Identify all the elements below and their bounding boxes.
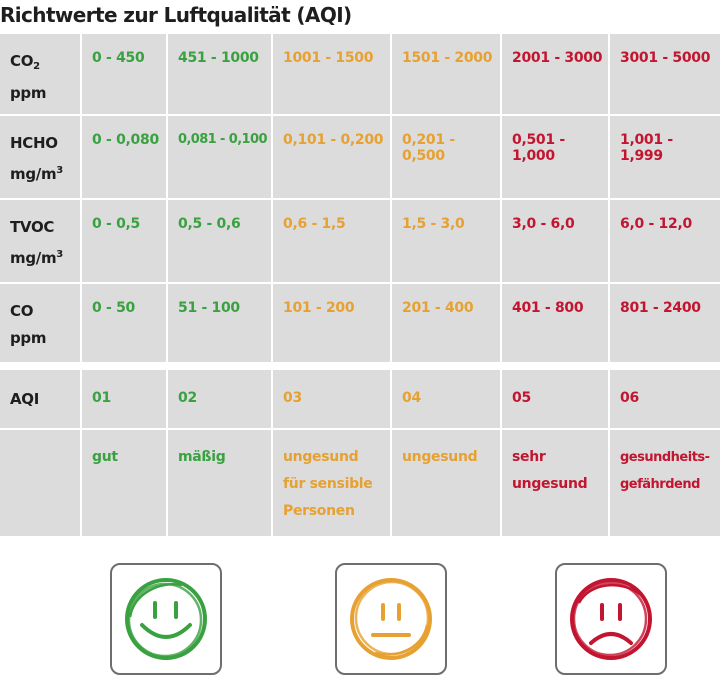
table-cell: 1001 - 1500 <box>273 34 392 114</box>
row-label-tvoc: TVOC mg/m3 <box>0 200 82 282</box>
sad-face-icon <box>570 578 652 660</box>
label-co2-main: CO <box>10 52 34 70</box>
table-cell: 05 <box>502 370 610 428</box>
table-cell: ungesund <box>392 430 502 536</box>
table-row-co2: CO2 ppm 0 - 450 451 - 1000 1001 - 1500 1… <box>0 34 720 114</box>
happy-face-icon <box>125 578 207 660</box>
row-label-hcho: HCHO mg/m3 <box>0 116 82 198</box>
table-cell: 0,101 - 0,200 <box>273 116 392 198</box>
unit-hcho: mg/m <box>10 165 57 183</box>
table-cell: 1,5 - 3,0 <box>392 200 502 282</box>
table-cell: gesundheits- gefährdend <box>620 450 710 492</box>
unit-co: ppm <box>10 329 47 347</box>
label-co2-sub: 2 <box>33 61 40 72</box>
table-cell: 3001 - 5000 <box>620 50 711 66</box>
table-cell: 0,081 - 0,100 <box>168 116 273 198</box>
table-cell: 0,501 - 1,000 <box>502 116 610 198</box>
table-row-aqi: AQI 01 02 03 04 05 06 <box>0 370 720 428</box>
table-cell: 3,0 - 6,0 <box>502 200 610 282</box>
table-row-tvoc: TVOC mg/m3 0 - 0,5 0,5 - 0,6 0,6 - 1,5 1… <box>0 200 720 282</box>
table-cell: 02 <box>168 370 273 428</box>
table-cell: gut <box>82 430 168 536</box>
label-tvoc-main: TVOC <box>10 218 55 236</box>
table-cell: 0 - 0,5 <box>82 200 168 282</box>
page-title: Richtwerte zur Luftqualität (AQI) <box>0 3 352 27</box>
table-cell: 0,6 - 1,5 <box>273 200 392 282</box>
label-hcho-main: HCHO <box>10 134 58 152</box>
table-cell: 0,201 - 0,500 <box>392 116 502 198</box>
table-cell: 0 - 50 <box>82 284 168 362</box>
table-cell: 0,5 - 0,6 <box>168 200 273 282</box>
table-cell: 06 <box>620 390 639 406</box>
table-row-hcho: HCHO mg/m3 0 - 0,080 0,081 - 0,100 0,101… <box>0 116 720 198</box>
table-cell: 201 - 400 <box>392 284 502 362</box>
table-cell: 03 <box>273 370 392 428</box>
table-cell: sehr ungesund <box>502 430 610 536</box>
row-label-co2: CO2 ppm <box>0 34 82 114</box>
table-row-description: gut mäßig ungesund für sensible Personen… <box>0 430 720 536</box>
table-cell: 01 <box>82 370 168 428</box>
table-cell: 1501 - 2000 <box>392 34 502 114</box>
table-cell: 04 <box>392 370 502 428</box>
table-cell: 0 - 0,080 <box>82 116 168 198</box>
table-cell: ungesund für sensible Personen <box>273 430 392 536</box>
table-cell: 451 - 1000 <box>168 34 273 114</box>
table-cell: 101 - 200 <box>273 284 392 362</box>
label-co-main: CO <box>10 302 34 320</box>
table-row-co: CO ppm 0 - 50 51 - 100 101 - 200 201 - 4… <box>0 284 720 362</box>
unit-tvoc: mg/m <box>10 249 57 267</box>
neutral-face-icon <box>350 578 432 660</box>
unit-hcho-sup: 3 <box>56 165 63 176</box>
table-cell: 6,0 - 12,0 <box>620 216 692 232</box>
row-label-aqi: AQI <box>0 370 82 428</box>
neutral-face-tile <box>335 563 447 675</box>
table-cell: 1,001 - 1,999 <box>620 132 673 164</box>
unit-co2: ppm <box>10 84 47 102</box>
table-cell: 801 - 2400 <box>620 300 701 316</box>
table-cell: 401 - 800 <box>502 284 610 362</box>
row-label-co: CO ppm <box>0 284 82 362</box>
happy-face-tile <box>110 563 222 675</box>
unit-tvoc-sup: 3 <box>56 249 63 260</box>
table-cell: 2001 - 3000 <box>502 34 610 114</box>
table-cell: 0 - 450 <box>82 34 168 114</box>
table-cell: mäßig <box>168 430 273 536</box>
sad-face-tile <box>555 563 667 675</box>
table-cell-empty <box>0 430 82 536</box>
table-cell: 51 - 100 <box>168 284 273 362</box>
